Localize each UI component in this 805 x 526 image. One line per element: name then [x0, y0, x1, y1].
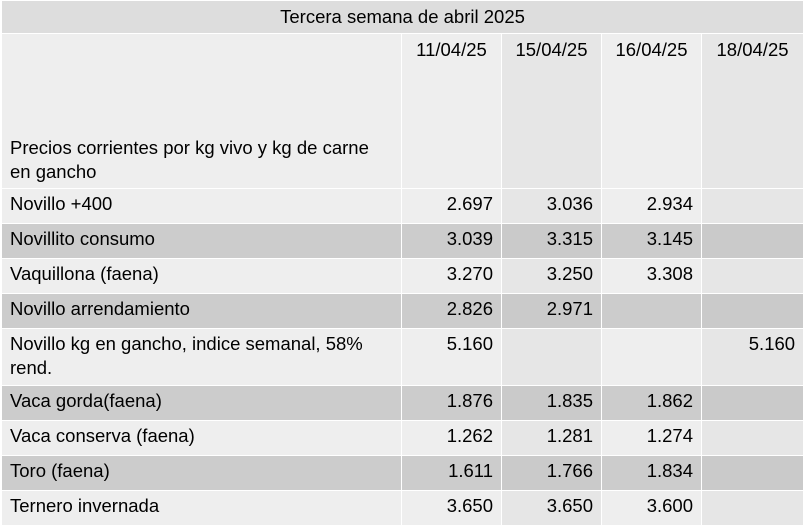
- column-header-date: 11/04/25: [401, 33, 502, 189]
- row-label: Novillo arrendamiento: [1, 293, 402, 329]
- table-title-row: Tercera semana de abril 2025: [0, 0, 805, 34]
- price-cell: 3.650: [501, 490, 602, 526]
- price-cell: [700, 188, 805, 224]
- table-row: Toro (faena) 1.611 1.766 1.834: [1, 455, 805, 491]
- price-cell: 1.876: [401, 385, 502, 421]
- price-cell: 1.766: [501, 455, 602, 491]
- price-cell: [700, 455, 805, 491]
- price-cell: [601, 293, 702, 329]
- column-header-date: 18/04/25: [700, 33, 805, 189]
- header-label: Precios corrientes por kg vivo y kg de c…: [1, 33, 402, 189]
- price-cell: 3.600: [601, 490, 702, 526]
- table-row: Ternero invernada 3.650 3.650 3.600: [1, 490, 805, 526]
- price-cell: 1.835: [501, 385, 602, 421]
- price-cell: [700, 293, 805, 329]
- row-label: Novillo +400: [1, 188, 402, 224]
- price-cell: [601, 328, 702, 386]
- price-cell: 1.274: [601, 420, 702, 456]
- table-row: Vaca conserva (faena) 1.262 1.281 1.274: [1, 420, 805, 456]
- row-label: Vaquillona (faena): [1, 258, 402, 294]
- price-cell: [700, 385, 805, 421]
- price-cell: [700, 490, 805, 526]
- price-cell: [700, 223, 805, 259]
- row-label: Ternero invernada: [1, 490, 402, 526]
- price-cell: [700, 258, 805, 294]
- row-label: Novillito consumo: [1, 223, 402, 259]
- table-row: Vaca gorda(faena) 1.876 1.835 1.862: [1, 385, 805, 421]
- column-header-date: 16/04/25: [601, 33, 702, 189]
- price-cell: 1.281: [501, 420, 602, 456]
- table-header-row: Precios corrientes por kg vivo y kg de c…: [1, 33, 805, 189]
- price-cell: 3.145: [601, 223, 702, 259]
- price-cell: [501, 328, 602, 386]
- price-cell: 1.834: [601, 455, 702, 491]
- table-row: Novillo kg en gancho, indice semanal, 58…: [1, 328, 805, 386]
- price-cell: 3.315: [501, 223, 602, 259]
- column-header-date: 15/04/25: [501, 33, 602, 189]
- price-cell: [700, 420, 805, 456]
- price-cell: 3.308: [601, 258, 702, 294]
- table-row: Vaquillona (faena) 3.270 3.250 3.308: [1, 258, 805, 294]
- price-cell: 3.650: [401, 490, 502, 526]
- table-row: Novillito consumo 3.039 3.315 3.145: [1, 223, 805, 259]
- price-cell: 2.934: [601, 188, 702, 224]
- price-cell: 5.160: [700, 328, 805, 386]
- row-label: Novillo kg en gancho, indice semanal, 58…: [1, 328, 402, 386]
- price-cell: 2.826: [401, 293, 502, 329]
- row-label: Vaca conserva (faena): [1, 420, 402, 456]
- price-cell: 2.697: [401, 188, 502, 224]
- table-row: Novillo arrendamiento 2.826 2.971: [1, 293, 805, 329]
- price-cell: 1.262: [401, 420, 502, 456]
- price-cell: 1.862: [601, 385, 702, 421]
- price-cell: 3.250: [501, 258, 602, 294]
- price-cell: 3.039: [401, 223, 502, 259]
- price-cell: 3.036: [501, 188, 602, 224]
- row-label: Vaca gorda(faena): [1, 385, 402, 421]
- table-title: Tercera semana de abril 2025: [0, 0, 805, 34]
- price-cell: 1.611: [401, 455, 502, 491]
- price-cell: 2.971: [501, 293, 602, 329]
- table-row: Novillo +400 2.697 3.036 2.934: [1, 188, 805, 224]
- row-label: Toro (faena): [1, 455, 402, 491]
- price-cell: 5.160: [401, 328, 502, 386]
- price-cell: 3.270: [401, 258, 502, 294]
